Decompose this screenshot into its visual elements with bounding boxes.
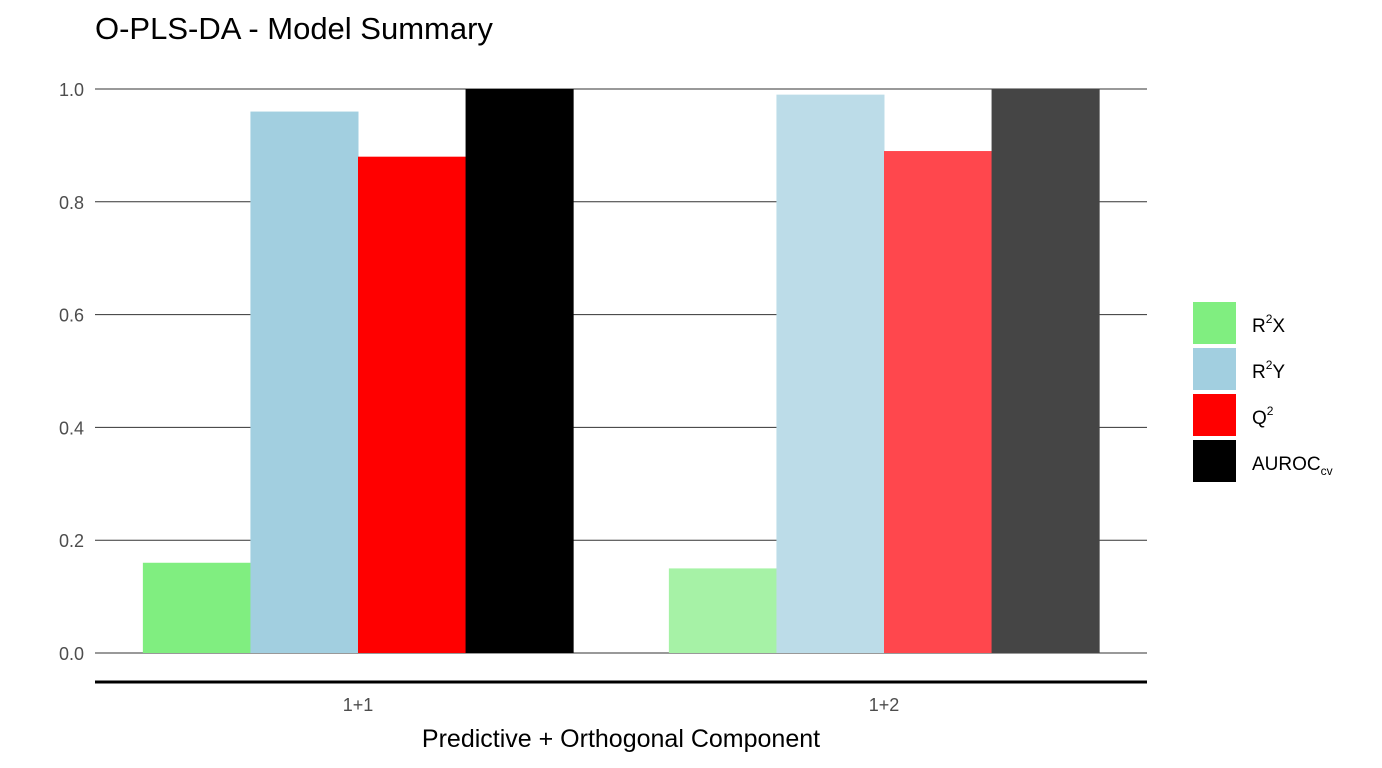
legend-label-suffix: Y bbox=[1272, 362, 1285, 383]
bar-q2-1+1 bbox=[358, 156, 467, 653]
bars bbox=[142, 89, 1100, 654]
x-tick-label: 1+2 bbox=[869, 695, 900, 715]
y-axis-ticks: 0.0 0.2 0.4 0.6 0.8 1.0 bbox=[59, 80, 84, 664]
x-axis-title: Predictive + Orthogonal Component bbox=[422, 725, 820, 753]
legend-label-q2: Q2 bbox=[1252, 404, 1274, 429]
legend-key-r2x bbox=[1193, 302, 1236, 344]
x-axis-ticks: 1+1 1+2 bbox=[343, 695, 900, 715]
legend-label-r2y: R2Y bbox=[1252, 358, 1285, 383]
bar-r2x-1+1 bbox=[142, 562, 251, 653]
x-tick-label: 1+1 bbox=[343, 695, 374, 715]
bar-auroccv-1+2 bbox=[991, 89, 1100, 653]
y-tick-label: 0.0 bbox=[59, 644, 84, 664]
legend-label-auroccv: AUROCcv bbox=[1252, 454, 1333, 478]
legend-label-sup: 2 bbox=[1266, 358, 1273, 372]
y-tick-label: 0.6 bbox=[59, 306, 84, 326]
legend-key-r2y bbox=[1193, 348, 1236, 390]
legend-label-main: R bbox=[1252, 316, 1266, 337]
legend-label-sup: 2 bbox=[1267, 404, 1274, 418]
y-tick-label: 0.4 bbox=[59, 418, 84, 438]
y-tick-label: 0.2 bbox=[59, 531, 84, 551]
legend-label-sub: cv bbox=[1321, 464, 1333, 478]
legend-label-sup: 2 bbox=[1266, 312, 1273, 326]
legend-label-main: AUROC bbox=[1252, 454, 1321, 475]
legend-label-r2x: R2X bbox=[1252, 312, 1285, 337]
legend-label-main: R bbox=[1252, 362, 1266, 383]
bar-q2-1+2 bbox=[884, 151, 993, 654]
chart-title: O-PLS-DA - Model Summary bbox=[95, 11, 493, 46]
y-tick-label: 0.8 bbox=[59, 193, 84, 213]
bar-r2x-1+2 bbox=[668, 568, 777, 653]
legend-key-auroccv bbox=[1193, 440, 1236, 482]
bar-r2y-1+2 bbox=[776, 94, 885, 653]
legend-label-main: Q bbox=[1252, 408, 1267, 429]
legend-label-suffix: X bbox=[1272, 316, 1285, 337]
bar-auroccv-1+1 bbox=[465, 89, 574, 653]
bar-r2y-1+1 bbox=[250, 111, 359, 653]
legend-key-q2 bbox=[1193, 394, 1236, 436]
y-tick-label: 1.0 bbox=[59, 80, 84, 100]
